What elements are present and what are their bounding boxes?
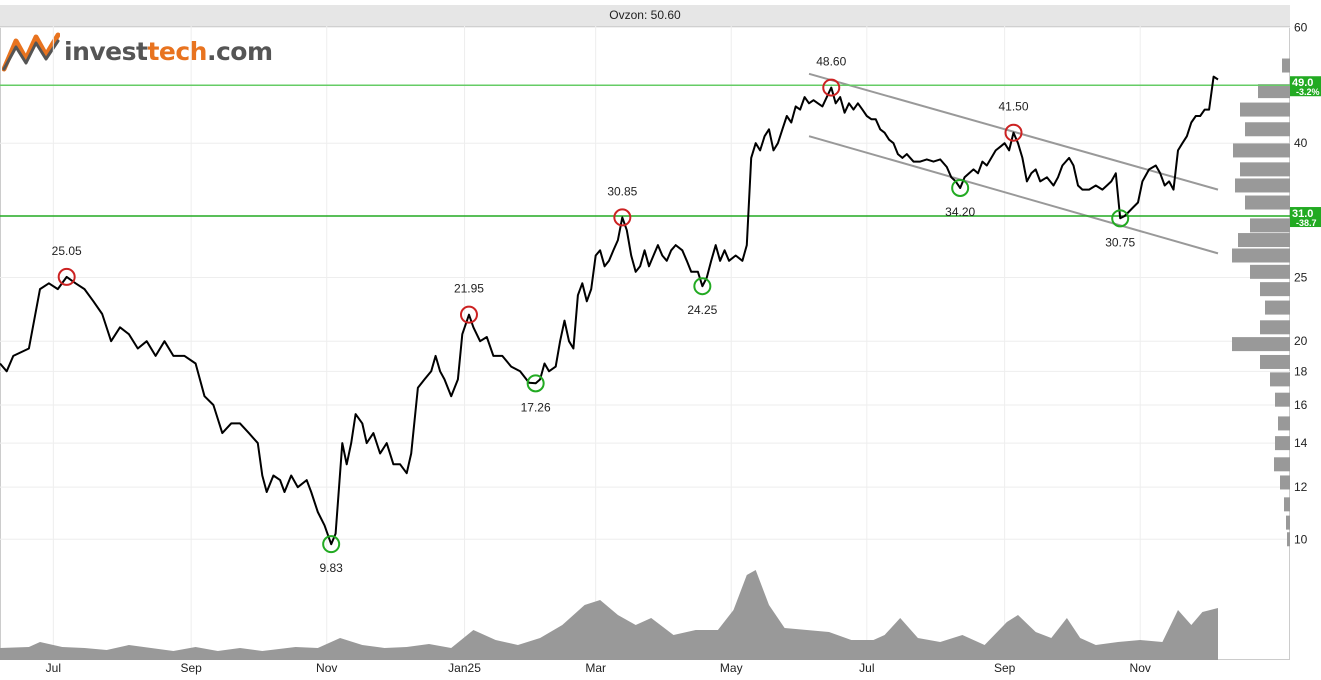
- volume-profile-bar: [1232, 337, 1290, 352]
- y-tick-label: 10: [1294, 532, 1308, 546]
- trough-marker: [693, 277, 712, 296]
- x-tick-label: Mar: [585, 661, 606, 675]
- peak-marker: [57, 267, 76, 286]
- level-label-box: [1290, 76, 1321, 97]
- peak-label: 25.05: [52, 244, 82, 258]
- volume-area: [0, 570, 1218, 660]
- volume-profile-bar: [1238, 233, 1290, 248]
- volume-profile-bar: [1275, 436, 1290, 451]
- volume-profile-bar: [1265, 300, 1290, 315]
- volume-profile-bar: [1232, 248, 1290, 263]
- y-tick-label: 16: [1294, 398, 1308, 412]
- y-tick-label: 20: [1294, 334, 1308, 348]
- x-tick-label: Jul: [859, 661, 874, 675]
- volume-profile-bar: [1274, 457, 1290, 472]
- x-tick-label: Jan25: [448, 661, 481, 675]
- volume-profile-bar: [1235, 178, 1290, 193]
- y-tick-label: 18: [1294, 364, 1308, 378]
- volume-profile-bar: [1245, 195, 1290, 210]
- trough-marker: [951, 178, 970, 197]
- trough-label: 30.75: [1105, 235, 1135, 249]
- x-tick-label: Sep: [994, 661, 1016, 675]
- peak-label: 48.60: [816, 55, 846, 69]
- level-pct-label: -3.2%: [1296, 87, 1320, 97]
- volume-profile-bar: [1260, 320, 1290, 335]
- volume-profile-bar: [1260, 282, 1290, 297]
- y-tick-label: 14: [1294, 436, 1308, 450]
- peak-marker: [613, 208, 632, 227]
- trough-label: 24.25: [687, 303, 717, 317]
- investtech-logo-icon: [2, 32, 60, 72]
- y-tick-label: 12: [1294, 480, 1308, 494]
- volume-profile-bar: [1245, 122, 1290, 137]
- y-tick-label: 60: [1294, 20, 1308, 34]
- peak-label: 30.85: [607, 184, 637, 198]
- volume-profile-bar: [1240, 102, 1290, 117]
- trough-marker: [1111, 209, 1130, 228]
- trend-channel-line: [808, 135, 1219, 255]
- peak-marker: [1004, 123, 1023, 142]
- x-tick-label: May: [720, 661, 743, 675]
- level-pct-label: -38.7: [1296, 218, 1317, 228]
- volume-profile-bar: [1258, 84, 1290, 99]
- peak-marker: [459, 305, 478, 324]
- x-tick-label: Jul: [46, 661, 61, 675]
- level-value-label: 49.0: [1292, 77, 1313, 89]
- x-tick-label: Sep: [180, 661, 202, 675]
- trough-label: 17.26: [521, 400, 551, 414]
- volume-profile-bar: [1250, 264, 1290, 279]
- plot-frame: [0, 26, 1290, 660]
- trough-label: 9.83: [319, 561, 343, 575]
- volume-profile-bar: [1280, 475, 1290, 490]
- peak-marker: [822, 78, 841, 97]
- volume-profile-bar: [1282, 58, 1290, 73]
- y-tick-label: 25: [1294, 270, 1308, 284]
- level-label-box: [1290, 207, 1321, 228]
- volume-profile-bar: [1233, 143, 1290, 158]
- trough-label: 34.20: [945, 205, 975, 219]
- x-tick-label: Nov: [316, 661, 337, 675]
- logo-text: investtech.com: [64, 36, 273, 66]
- level-value-label: 31.0: [1292, 208, 1313, 220]
- chart-title: Ovzon: 50.60: [609, 8, 681, 22]
- y-tick-label: 40: [1294, 136, 1308, 150]
- volume-profile-bar: [1240, 162, 1290, 177]
- peak-label: 41.50: [999, 100, 1029, 114]
- price-line: [0, 75, 1219, 546]
- volume-profile-bar: [1275, 392, 1290, 407]
- volume-profile-bar: [1284, 497, 1290, 512]
- trough-marker: [526, 374, 545, 393]
- volume-profile-bar: [1287, 532, 1290, 547]
- volume-profile-bar: [1260, 354, 1290, 369]
- volume-profile-bar: [1250, 218, 1290, 233]
- volume-profile-bar: [1286, 515, 1290, 530]
- trough-marker: [322, 535, 341, 554]
- volume-profile-bar: [1270, 372, 1290, 387]
- investtech-logo[interactable]: investtech.com: [2, 28, 273, 74]
- peak-label: 21.95: [454, 282, 484, 296]
- x-tick-label: Nov: [1130, 661, 1151, 675]
- volume-profile-bar: [1278, 416, 1290, 431]
